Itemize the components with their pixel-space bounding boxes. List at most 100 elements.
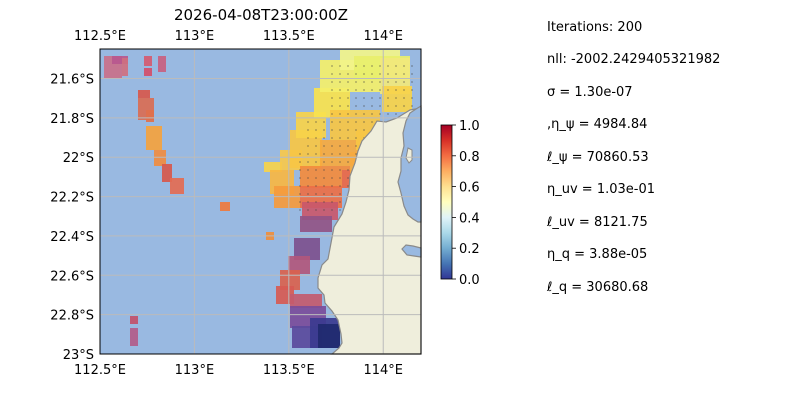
vector-dot bbox=[347, 89, 349, 91]
vector-dot bbox=[315, 153, 317, 155]
field-cell bbox=[276, 286, 294, 304]
field-cell bbox=[158, 56, 166, 72]
field-cell bbox=[300, 166, 350, 188]
lat-label: 22.2°S bbox=[50, 191, 94, 206]
vector-dot bbox=[331, 193, 333, 195]
vector-dot bbox=[347, 169, 349, 171]
lat-label: 22.8°S bbox=[50, 309, 94, 324]
vector-dot bbox=[299, 193, 301, 195]
vector-dot bbox=[323, 145, 325, 147]
vector-dot bbox=[339, 113, 341, 115]
eta-uv-text: η_uv = 1.03e-01 bbox=[547, 182, 656, 197]
vector-dot bbox=[387, 113, 389, 115]
vector-dot bbox=[331, 113, 333, 115]
vector-dot bbox=[347, 177, 349, 179]
vector-dot bbox=[323, 201, 325, 203]
vector-dot bbox=[379, 113, 381, 115]
vector-dot bbox=[355, 89, 357, 91]
field-cell bbox=[300, 216, 332, 232]
vector-dot bbox=[387, 65, 389, 67]
field-cell bbox=[264, 162, 282, 172]
vector-dot bbox=[411, 73, 413, 75]
lon-label-top: 114°E bbox=[363, 29, 403, 44]
vector-dot bbox=[355, 73, 357, 75]
lat-label: 22.4°S bbox=[50, 230, 94, 245]
vector-dot bbox=[403, 73, 405, 75]
vector-dot bbox=[379, 89, 381, 91]
eta-q-text: η_q = 3.88e-05 bbox=[547, 247, 648, 262]
vector-dot bbox=[307, 121, 309, 123]
bottom-longitude-labels: 112.5°E 113°E 113.5°E 114°E bbox=[74, 363, 403, 378]
lat-label: 23°S bbox=[63, 348, 94, 363]
vector-dot bbox=[371, 105, 373, 107]
vector-dot bbox=[355, 121, 357, 123]
vector-dot bbox=[403, 89, 405, 91]
vector-dot bbox=[347, 137, 349, 139]
vector-dot bbox=[379, 81, 381, 83]
vector-dot bbox=[403, 105, 405, 107]
vector-dot bbox=[339, 169, 341, 171]
field-cell bbox=[144, 56, 152, 66]
vector-dot bbox=[339, 209, 341, 211]
top-longitude-labels: 112.5°E 113°E 113.5°E 114°E bbox=[74, 29, 403, 44]
vector-dot bbox=[299, 201, 301, 203]
vector-dot bbox=[307, 145, 309, 147]
field-cell bbox=[122, 58, 128, 76]
vector-dot bbox=[379, 65, 381, 67]
vector-dot bbox=[411, 97, 413, 99]
vector-dot bbox=[347, 113, 349, 115]
vector-dot bbox=[307, 177, 309, 179]
vector-dot bbox=[331, 65, 333, 67]
vector-dot bbox=[355, 105, 357, 107]
vector-dot bbox=[347, 153, 349, 155]
vector-dot bbox=[307, 193, 309, 195]
vector-dot bbox=[315, 209, 317, 211]
vector-dot bbox=[315, 137, 317, 139]
vector-dot bbox=[315, 185, 317, 187]
colorbar-tick-label: 1.0 bbox=[459, 119, 480, 134]
lon-label-top: 112.5°E bbox=[74, 29, 126, 44]
colorbar-tick-label: 0.6 bbox=[459, 181, 480, 196]
vector-dot bbox=[331, 145, 333, 147]
lon-label-bottom: 112.5°E bbox=[74, 363, 126, 378]
map-frame bbox=[99, 48, 422, 355]
vector-dot bbox=[339, 65, 341, 67]
vector-dot bbox=[379, 105, 381, 107]
vector-dot bbox=[371, 121, 373, 123]
field-cell bbox=[130, 316, 138, 324]
vector-dot bbox=[339, 161, 341, 163]
vector-dot bbox=[347, 121, 349, 123]
vector-dot bbox=[307, 185, 309, 187]
field-cell bbox=[220, 202, 230, 211]
lon-label-bottom: 114°E bbox=[363, 363, 403, 378]
vector-dot bbox=[363, 89, 365, 91]
vector-dot bbox=[307, 201, 309, 203]
latitude-labels: 21.6°S 21.8°S 22°S 22.2°S 22.4°S 22.6°S 22.8°S… bbox=[50, 73, 94, 363]
lon-label-top: 113.5°E bbox=[263, 29, 315, 44]
field-cell bbox=[290, 294, 322, 308]
vector-dot bbox=[315, 145, 317, 147]
colorbar-tick-label: 0.4 bbox=[459, 211, 480, 226]
field-cell bbox=[318, 324, 340, 348]
ell-psi-text: ℓ_ψ = 70860.53 bbox=[547, 150, 649, 165]
vector-dot bbox=[339, 193, 341, 195]
vector-dot bbox=[355, 65, 357, 67]
vector-dot bbox=[323, 185, 325, 187]
vector-dot bbox=[323, 193, 325, 195]
vector-dot bbox=[315, 169, 317, 171]
vector-dot bbox=[363, 65, 365, 67]
vector-dot bbox=[387, 105, 389, 107]
vector-dot bbox=[323, 169, 325, 171]
field-cell bbox=[302, 202, 338, 220]
vector-dot bbox=[315, 193, 317, 195]
colorbar-ticks: 0.0 0.2 0.4 0.6 0.8 1.0 bbox=[452, 119, 480, 288]
ell-q-text: ℓ_q = 30680.68 bbox=[547, 280, 649, 295]
vector-dot bbox=[315, 177, 317, 179]
vector-dot bbox=[403, 81, 405, 83]
vector-dot bbox=[339, 177, 341, 179]
vector-dot bbox=[299, 177, 301, 179]
vector-dot bbox=[331, 201, 333, 203]
vector-dot bbox=[363, 129, 365, 131]
field-cell bbox=[146, 126, 162, 150]
